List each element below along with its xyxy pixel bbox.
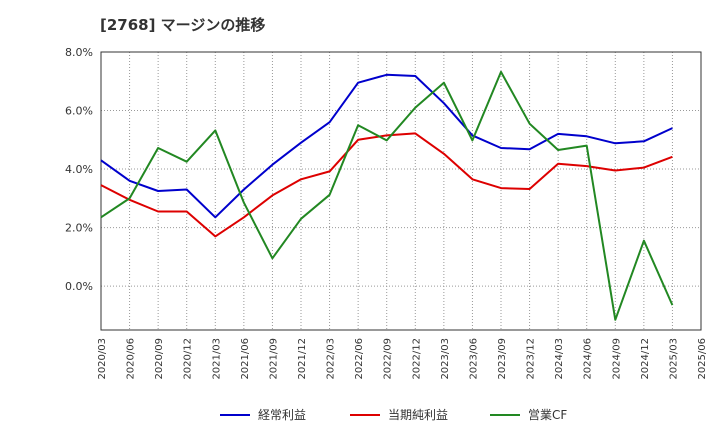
x-tick-label: 2023/06 bbox=[468, 338, 479, 380]
chart-title: [2768] マージンの推移 bbox=[100, 16, 266, 34]
legend-label-3: 営業CF bbox=[528, 408, 567, 422]
y-tick-label: 4.0% bbox=[65, 163, 93, 176]
y-tick-label: 6.0% bbox=[65, 105, 93, 118]
y-tick-label: 8.0% bbox=[65, 46, 93, 59]
series-line-3 bbox=[100, 70, 674, 321]
x-tick-label: 2022/03 bbox=[326, 338, 337, 380]
plot-frame bbox=[100, 51, 702, 331]
x-tick-label: 2021/03 bbox=[211, 338, 222, 380]
x-tick-label: 2020/03 bbox=[97, 338, 108, 380]
x-tick-label: 2023/12 bbox=[526, 338, 537, 380]
x-tick-label: 2023/09 bbox=[497, 338, 508, 380]
x-tick-label: 2022/12 bbox=[411, 338, 422, 380]
legend-label-1: 経常利益 bbox=[258, 408, 306, 422]
series-line-2 bbox=[100, 132, 673, 238]
x-tick-label: 2024/12 bbox=[640, 338, 651, 380]
x-tick-label: 2025/06 bbox=[697, 338, 708, 380]
x-tick-label: 2020/09 bbox=[154, 338, 165, 380]
x-tick-label: 2024/09 bbox=[611, 338, 622, 380]
x-tick-label: 2024/03 bbox=[554, 338, 565, 380]
series-line-1 bbox=[100, 73, 673, 219]
x-tick-label: 2024/06 bbox=[583, 338, 594, 380]
x-tick-label: 2020/12 bbox=[183, 338, 194, 380]
x-tick-label: 2021/06 bbox=[240, 338, 251, 380]
x-tick-label: 2025/03 bbox=[668, 338, 679, 380]
x-tick-label: 2023/03 bbox=[440, 338, 451, 380]
x-tick-label: 2022/09 bbox=[383, 338, 394, 380]
x-tick-label: 2020/06 bbox=[126, 338, 137, 380]
y-tick-label: 2.0% bbox=[65, 222, 93, 235]
x-tick-label: 2022/06 bbox=[354, 338, 365, 380]
y-tick-label: 0.0% bbox=[65, 280, 93, 293]
x-tick-label: 2021/12 bbox=[297, 338, 308, 380]
legend-label-2: 当期純利益 bbox=[388, 408, 448, 422]
x-tick-label: 2021/09 bbox=[268, 338, 279, 380]
